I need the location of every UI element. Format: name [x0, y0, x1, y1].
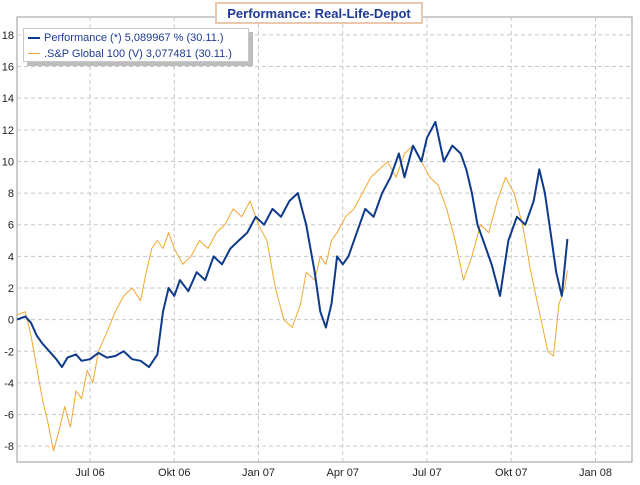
x-tick-label-okt-07: Okt 07	[495, 467, 527, 479]
y-tick-label-8: -8	[4, 441, 14, 453]
chart-title-box: Performance: Real-Life-Depot	[215, 2, 423, 24]
x-tick-label-jul-07: Jul 07	[412, 467, 441, 479]
chart-legend: Performance (*) 5,089967 % (30.11.) .S&P…	[23, 28, 249, 62]
x-tick-label-jan-08: Jan 08	[579, 467, 612, 479]
y-tick-label-4: 4	[8, 251, 14, 263]
y-tick-label-2: 2	[8, 283, 14, 295]
x-tick-label-okt-06: Okt 06	[158, 467, 190, 479]
y-tick-label-12: 12	[2, 125, 14, 137]
x-tick-label-jul-06: Jul 06	[75, 467, 104, 479]
y-tick-label-16: 16	[2, 62, 14, 74]
y-tick-label-18: 18	[2, 30, 14, 42]
y-tick-label-14: 14	[2, 93, 14, 105]
y-tick-label-6: -6	[4, 410, 14, 422]
series-line-performance	[16, 120, 569, 369]
y-tick-label-2: -2	[4, 346, 14, 358]
chart-title: Performance: Real-Life-Depot	[227, 5, 411, 21]
y-tick-label-6: 6	[8, 220, 14, 232]
legend-label-performance: Performance (*) 5,089967 % (30.11.)	[44, 31, 224, 44]
y-tick-label-8: 8	[8, 188, 14, 200]
y-tick-label-4: -4	[4, 378, 14, 390]
legend-item-sp-global-100: .S&P Global 100 (V) 3,077481 (30.11.)	[28, 46, 248, 61]
series-line-sp-global-100	[16, 145, 568, 452]
y-tick-label-10: 10	[2, 156, 14, 168]
legend-label-sp-global-100: .S&P Global 100 (V) 3,077481 (30.11.)	[44, 47, 232, 60]
y-tick-label-0: 0	[8, 315, 14, 327]
x-tick-label-jan-07: Jan 07	[242, 467, 275, 479]
legend-swatch-sp-global-100	[28, 53, 40, 54]
plot-frame	[16, 16, 633, 463]
legend-item-performance: Performance (*) 5,089967 % (30.11.)	[28, 30, 248, 45]
x-tick-label-apr-07: Apr 07	[327, 467, 359, 479]
legend-swatch-performance	[28, 36, 40, 39]
